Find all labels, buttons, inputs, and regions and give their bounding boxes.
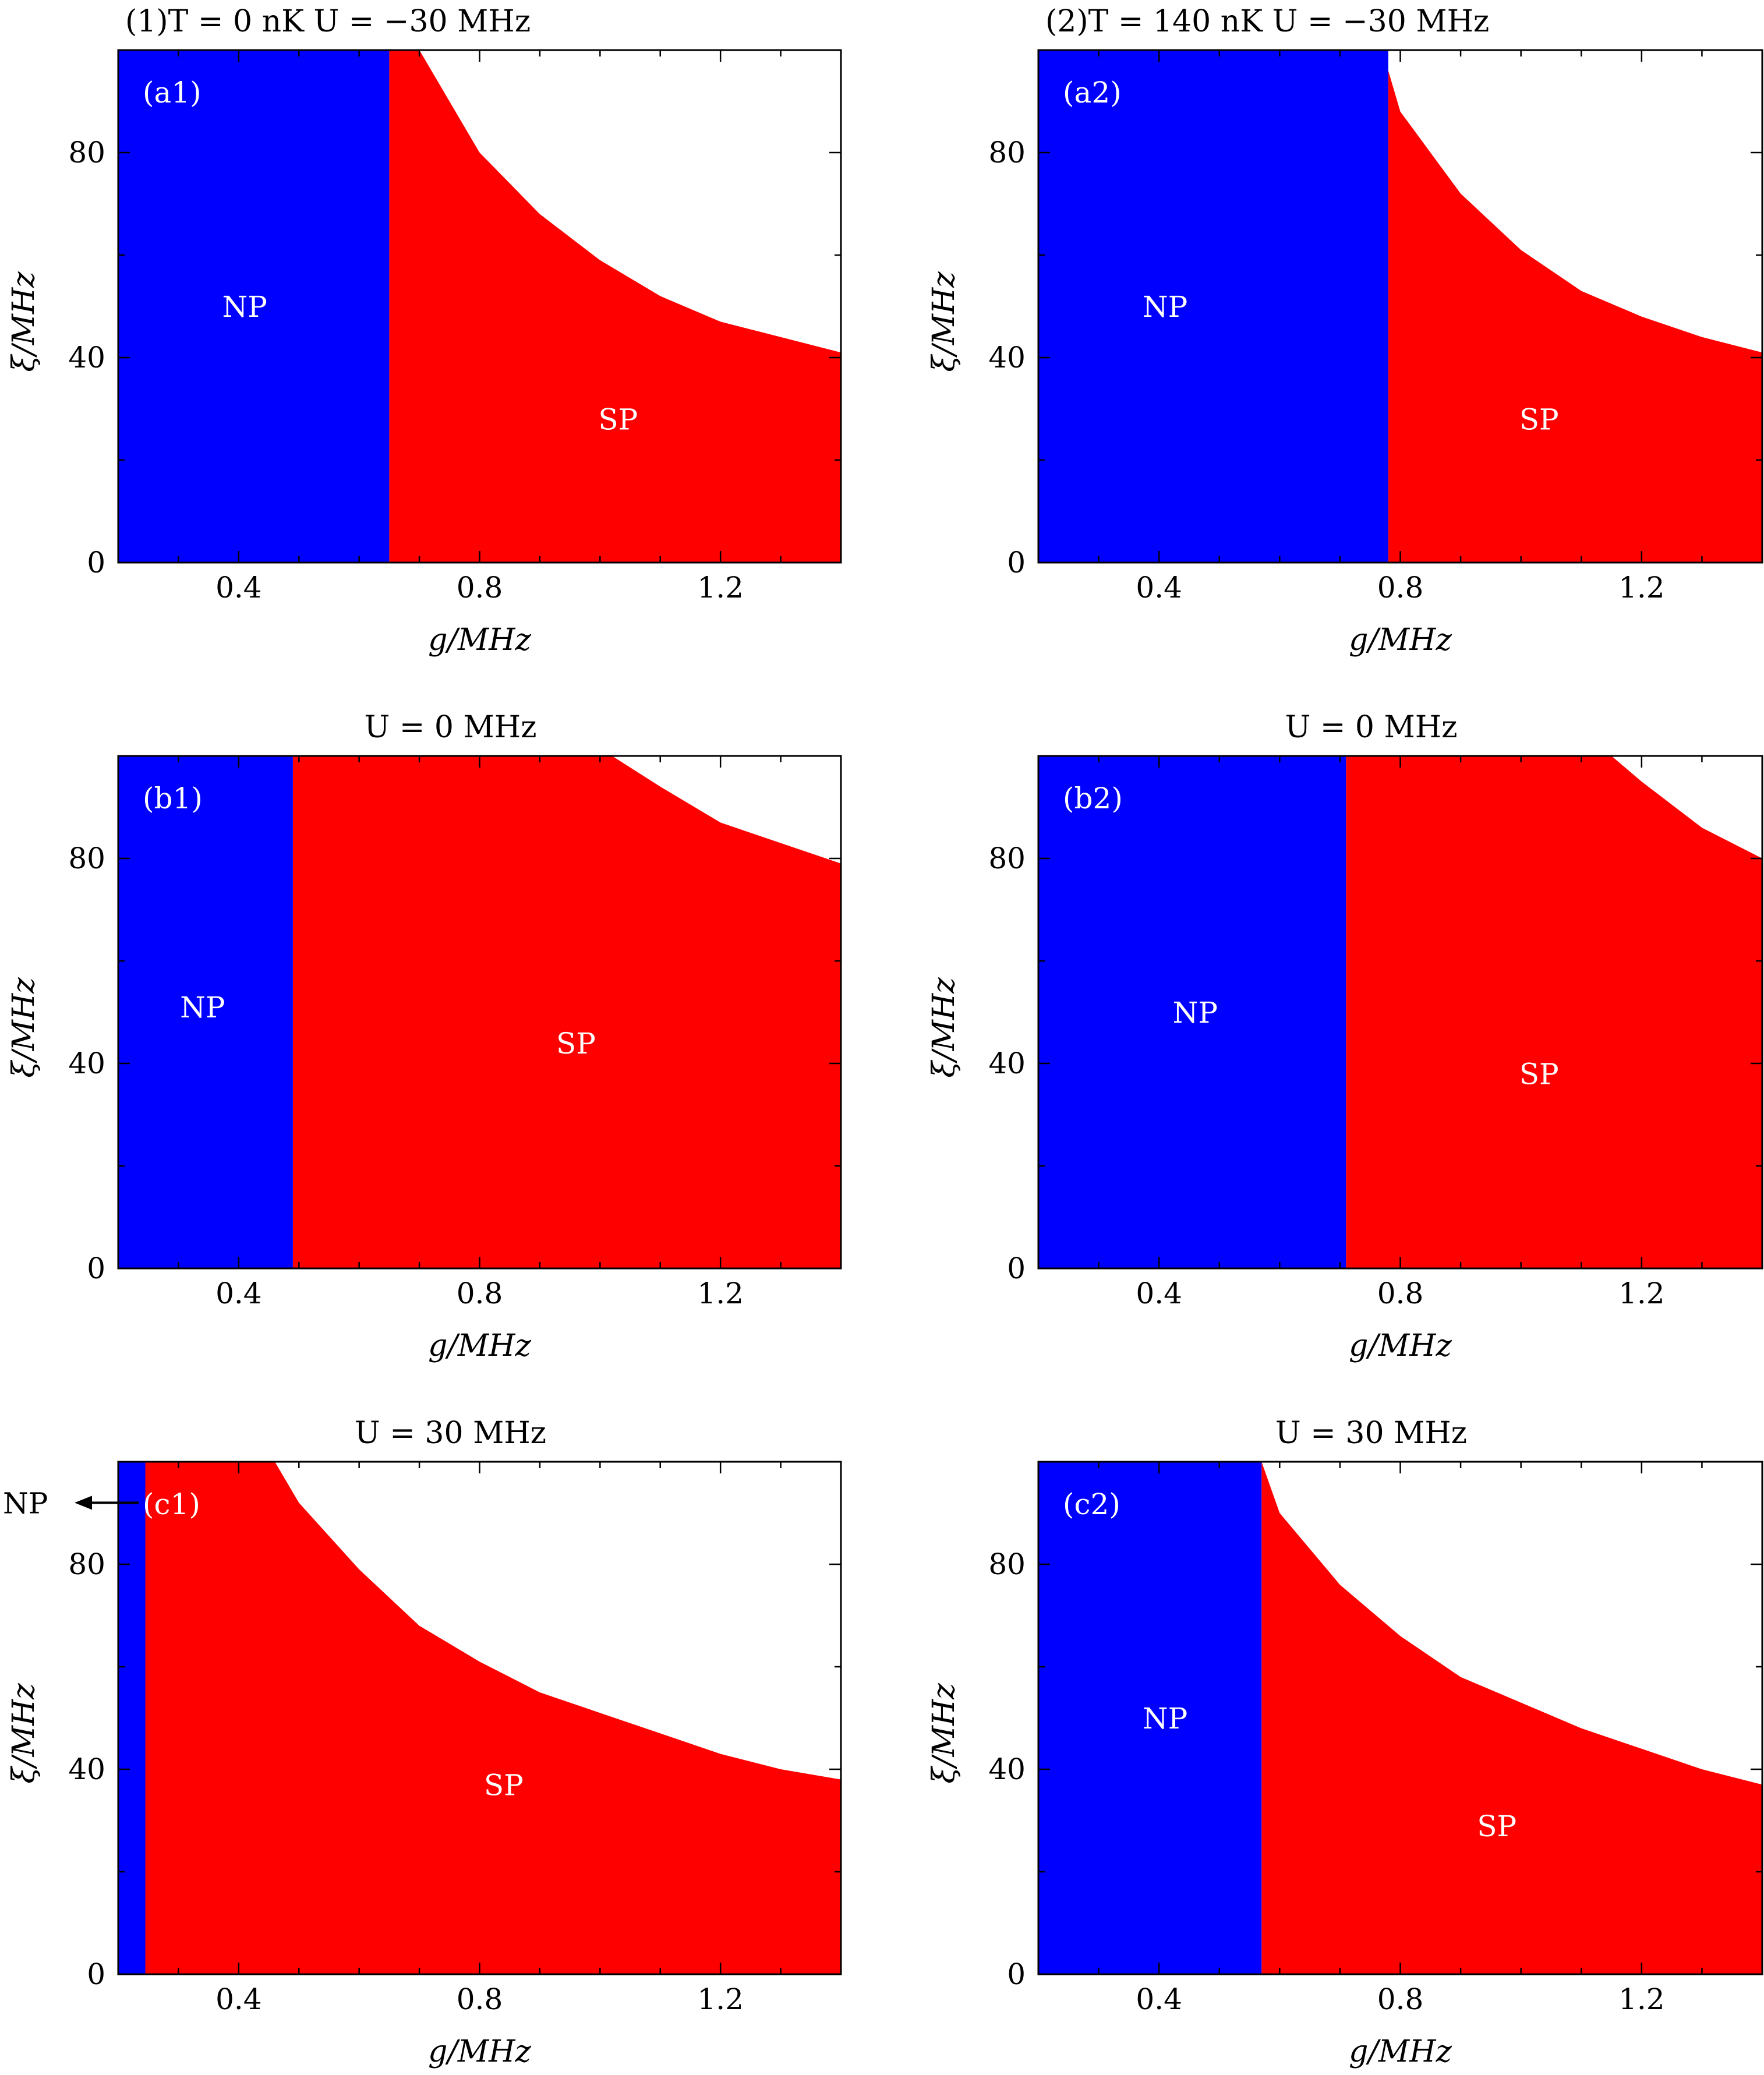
y-tick-label-c1: 0 <box>87 1957 105 1991</box>
x-tick-label-a1: 0.8 <box>457 571 503 605</box>
np-region-a1 <box>118 50 390 563</box>
y-tick-label-b1: 80 <box>68 842 105 875</box>
y-tick-label-b1: 0 <box>87 1252 105 1285</box>
y-tick-label-c2: 80 <box>988 1547 1026 1581</box>
x-axis-label-c2: g/MHz <box>1349 2034 1452 2069</box>
x-axis-label-c1: g/MHz <box>428 2034 531 2069</box>
panel-a1: 0.4 0.8 1.2 0 40 80 g/MHz ξ/MHz (1)T = 0 nK U = … <box>6 4 842 658</box>
y-tick-label-c1: 40 <box>68 1752 105 1786</box>
plot-area-c1 <box>118 1462 841 1974</box>
x-tick-label-a2: 0.8 <box>1377 571 1424 605</box>
y-tick-label-b2: 0 <box>1007 1252 1026 1285</box>
region-label-sp-b2: SP <box>1519 1058 1559 1091</box>
x-tick-label-b2: 1.2 <box>1618 1277 1665 1310</box>
region-label-sp-c2: SP <box>1477 1809 1516 1843</box>
x-tick-label-c2: 0.8 <box>1377 1982 1424 2016</box>
panel-c1: 0.4 0.8 1.2 0 40 80 g/MHz ξ/MHz U = 30 MHz (c1) SP… <box>3 1416 842 2069</box>
y-tick-label-c2: 0 <box>1007 1957 1026 1991</box>
y-axis-label-b1: ξ/MHz <box>6 977 41 1078</box>
panel-c2: 0.4 0.8 1.2 0 40 80 g/MHz ξ/MHz U = 30 MHz (c2) NP… <box>927 1416 1763 2069</box>
x-tick-label-b1: 1.2 <box>697 1277 744 1310</box>
x-tick-label-c2: 0.4 <box>1136 1982 1182 2016</box>
panel-tag-b2: (b2) <box>1063 782 1123 815</box>
y-tick-label-b2: 80 <box>988 842 1026 875</box>
x-tick-label-a2: 0.4 <box>1136 571 1182 605</box>
x-axis-label-b2: g/MHz <box>1349 1328 1452 1363</box>
plot-area-a2 <box>1038 50 1762 563</box>
y-tick-label-a1: 40 <box>68 341 105 374</box>
panel-title-a2: (2)T = 140 nK U = −30 MHz <box>1045 4 1489 39</box>
panel-a2: 0.4 0.8 1.2 0 40 80 g/MHz ξ/MHz (2)T = 140 nK U … <box>927 4 1763 658</box>
sp-region-a1 <box>389 50 841 563</box>
panel-tag-c2: (c2) <box>1063 1487 1120 1521</box>
x-tick-label-b1: 0.8 <box>457 1277 503 1310</box>
plot-area-c2 <box>1038 1462 1762 1974</box>
y-tick-label-a2: 0 <box>1007 546 1026 579</box>
panel-title-c2: U = 30 MHz <box>1275 1416 1467 1451</box>
sp-region-b2 <box>1346 756 1762 1268</box>
x-axis-label-a1: g/MHz <box>428 623 531 658</box>
x-axis-label-b1: g/MHz <box>428 1328 531 1363</box>
y-tick-label-c1: 80 <box>68 1547 105 1581</box>
x-tick-label-c1: 0.4 <box>215 1982 262 2016</box>
x-tick-label-c1: 1.2 <box>697 1982 744 2016</box>
panel-b2: 0.4 0.8 1.2 0 40 80 g/MHz ξ/MHz U = 0 MHz (b2) NP S… <box>927 710 1763 1363</box>
y-axis-label-b2: ξ/MHz <box>927 977 961 1078</box>
x-tick-label-a2: 1.2 <box>1618 571 1665 605</box>
region-label-sp-a2: SP <box>1519 403 1559 437</box>
region-label-np-a2: NP <box>1143 290 1187 324</box>
np-region-a2 <box>1038 50 1388 563</box>
sp-region-a2 <box>1388 70 1762 563</box>
x-tick-label-b2: 0.4 <box>1136 1277 1182 1310</box>
panel-title-b2: U = 0 MHz <box>1285 710 1457 745</box>
region-label-np-b1: NP <box>180 991 225 1024</box>
y-tick-label-a1: 0 <box>87 546 105 579</box>
x-tick-label-b1: 0.4 <box>215 1277 262 1310</box>
region-label-sp-b1: SP <box>556 1027 596 1061</box>
side-arrow-head-c1 <box>75 1496 92 1510</box>
np-region-b1 <box>118 756 293 1268</box>
plot-area-a1 <box>118 50 841 563</box>
y-tick-label-b1: 40 <box>68 1047 105 1080</box>
sp-region-c2 <box>1261 1462 1762 1974</box>
region-label-np-b2: NP <box>1173 996 1218 1030</box>
x-axis-label-a2: g/MHz <box>1349 623 1452 658</box>
sp-region-b1 <box>292 756 841 1268</box>
panel-b1: 0.4 0.8 1.2 0 40 80 g/MHz ξ/MHz U = 0 MHz (b1) NP S… <box>6 710 842 1363</box>
x-tick-label-c1: 0.8 <box>457 1982 503 2016</box>
y-tick-label-b2: 40 <box>988 1047 1026 1080</box>
side-label-np-c1: NP <box>3 1486 48 1520</box>
panel-tag-b1: (b1) <box>143 782 203 815</box>
plot-area-b2 <box>1038 756 1762 1268</box>
panel-tag-a1: (a1) <box>143 76 202 109</box>
panel-title-c1: U = 30 MHz <box>355 1416 546 1451</box>
panel-title-a1: (1)T = 0 nK U = −30 MHz <box>125 4 531 39</box>
region-label-np-c2: NP <box>1143 1702 1187 1735</box>
region-label-sp-a1: SP <box>598 403 638 437</box>
x-tick-label-a1: 1.2 <box>697 571 744 605</box>
y-tick-label-a2: 40 <box>988 341 1026 374</box>
x-tick-label-c2: 1.2 <box>1618 1982 1665 2016</box>
np-region-c1 <box>118 1462 146 1974</box>
x-tick-label-a1: 0.4 <box>215 571 262 605</box>
y-axis-label-c2: ξ/MHz <box>927 1683 961 1784</box>
np-region-c2 <box>1038 1462 1262 1974</box>
panel-tag-a2: (a2) <box>1063 76 1122 109</box>
y-tick-label-a2: 80 <box>988 136 1026 169</box>
y-tick-label-a1: 80 <box>68 136 105 169</box>
region-label-sp-c1: SP <box>484 1768 524 1802</box>
region-label-np-a1: NP <box>222 290 267 324</box>
np-region-b2 <box>1038 756 1346 1268</box>
y-axis-label-c1: ξ/MHz <box>6 1683 41 1784</box>
sp-region-c1 <box>145 1462 841 1974</box>
panel-title-b1: U = 0 MHz <box>364 710 536 745</box>
y-tick-label-c2: 40 <box>988 1752 1026 1786</box>
y-axis-label-a2: ξ/MHz <box>927 271 961 372</box>
plot-area-b1 <box>118 756 841 1268</box>
x-tick-label-b2: 0.8 <box>1377 1277 1424 1310</box>
y-axis-label-a1: ξ/MHz <box>6 271 41 372</box>
panel-tag-c1: (c1) <box>143 1487 200 1521</box>
